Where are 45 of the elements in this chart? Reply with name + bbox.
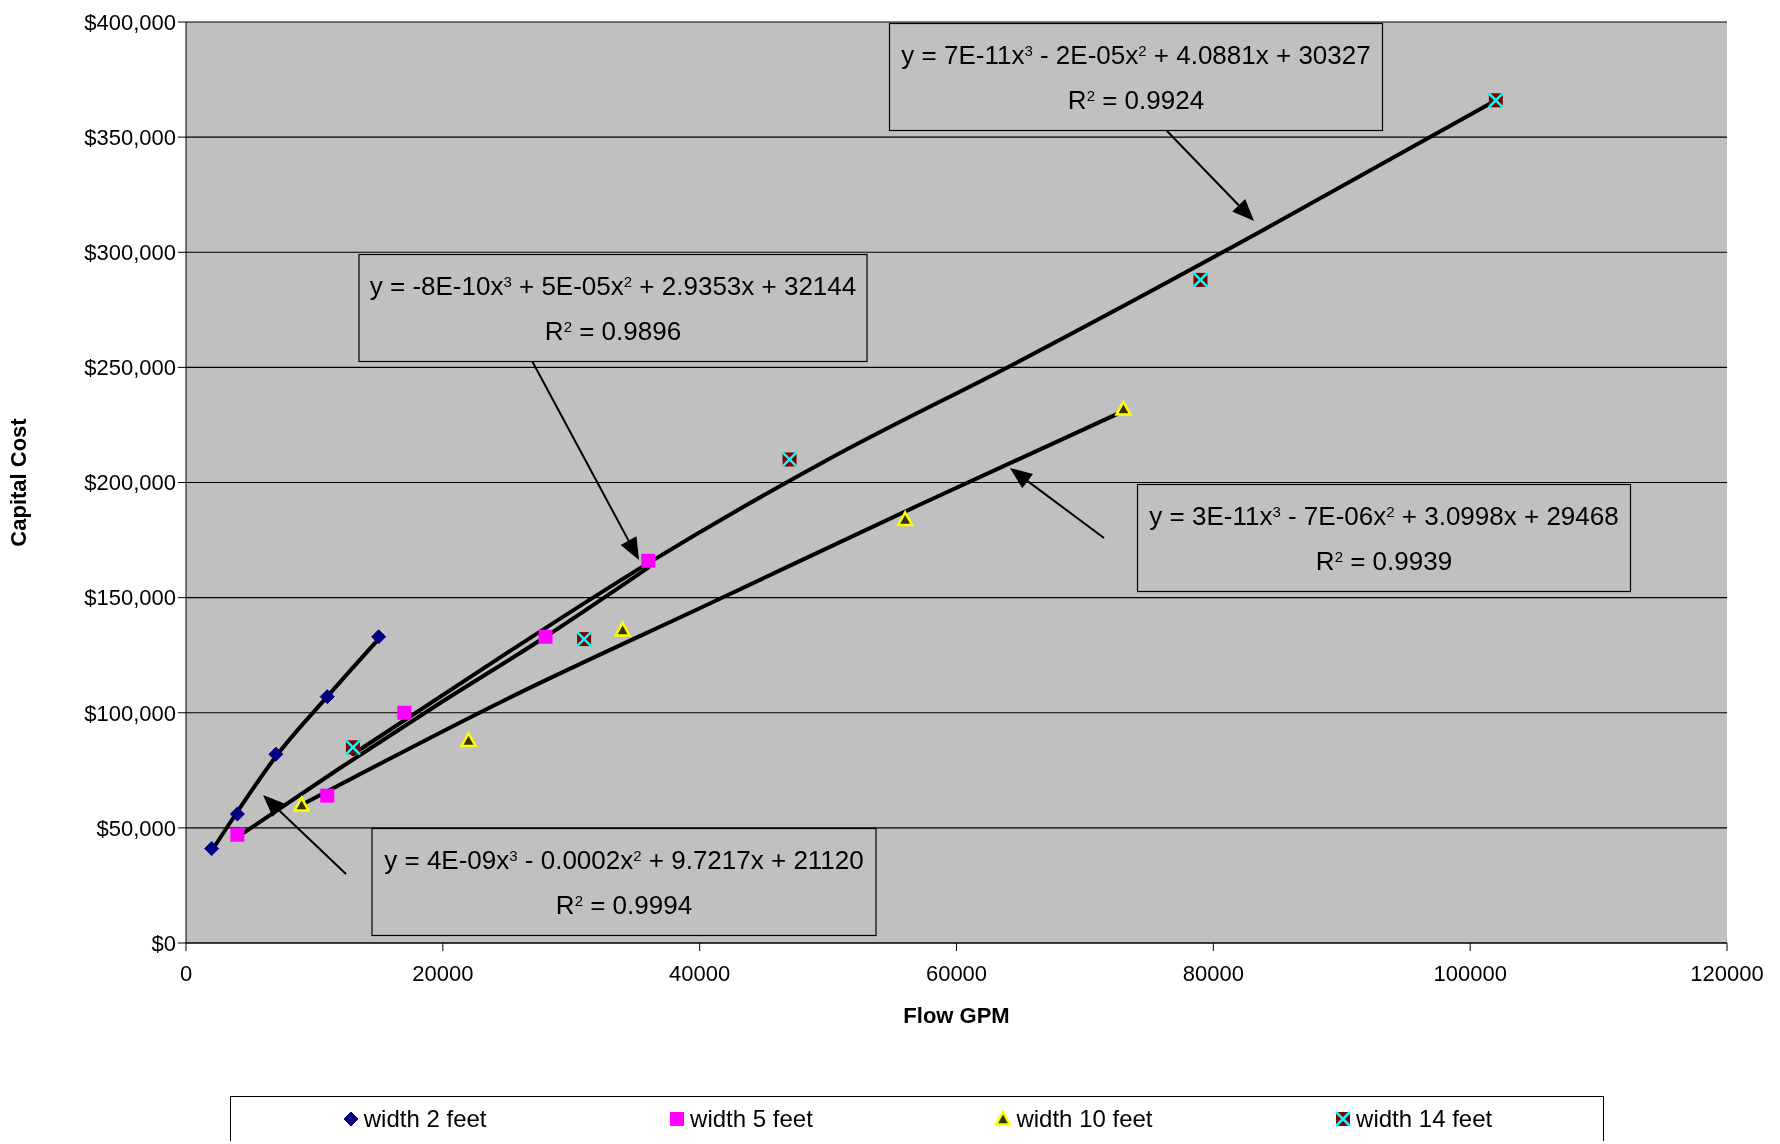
point <box>1115 400 1132 416</box>
point <box>371 629 387 645</box>
point <box>293 796 310 812</box>
point <box>397 705 412 720</box>
point <box>319 689 335 705</box>
y-tick-label: $50,000 <box>96 815 176 841</box>
x-tick-label: 60000 <box>925 960 988 986</box>
x-tick-label: 0 <box>179 960 193 986</box>
point <box>460 732 477 748</box>
y-tick-label: $250,000 <box>84 355 176 381</box>
point <box>641 553 656 568</box>
point <box>230 827 245 842</box>
point <box>896 511 914 527</box>
legend-label: width 14 feet <box>1355 1105 1493 1133</box>
annotation: y = -8E-10x$^{3}$ + 5E-05x$^{2}$ + 2.9353x + 32144 <box>369 270 857 301</box>
annotation: R$^{2}$ = 0.9994 <box>555 889 693 920</box>
legend-label: width 10 feet <box>1015 1105 1153 1133</box>
y-tick-label: $400,000 <box>84 9 176 35</box>
annotation: y = 7E-11x$^{3}$ - 2E-05x$^{2}$ + 4.0881x + 30327 <box>901 39 1371 70</box>
annotation: R$^{2}$ = 0.9896 <box>544 315 682 346</box>
point <box>320 788 335 803</box>
y-tick-label: $0 <box>151 930 176 956</box>
x-axis-title: Flow GPM <box>903 1003 1010 1028</box>
point <box>538 629 553 644</box>
point <box>614 621 631 637</box>
y-tick-label: $100,000 <box>84 700 176 726</box>
y-tick-label: $350,000 <box>84 124 176 150</box>
annotation: R$^{2}$ = 0.9939 <box>1315 545 1453 576</box>
x-tick-label: 80000 <box>1182 960 1244 986</box>
x-tick-label: 100000 <box>1433 960 1507 986</box>
y-axis-title: Capital Cost <box>5 417 31 547</box>
x-tick-label: 20000 <box>412 960 474 986</box>
annotation: y = 3E-11x$^{3}$ - 7E-06x$^{2}$ + 3.0998x + 29468 <box>1149 500 1619 531</box>
y-tick-label: $150,000 <box>84 585 176 611</box>
y-tick-label: $300,000 <box>84 240 176 266</box>
x-tick-label: 120000 <box>1690 960 1764 986</box>
point <box>204 841 220 857</box>
annotation: y = 4E-09x$^{3}$ - 0.0002x$^{2}$ + 9.7217x + 21120 <box>384 844 864 875</box>
legend-label: width 5 feet <box>689 1105 813 1133</box>
y-tick-label: $200,000 <box>84 470 176 496</box>
legend-label: width 2 feet <box>362 1105 487 1133</box>
annotation: R$^{2}$ = 0.9924 <box>1067 84 1205 115</box>
point <box>229 806 245 822</box>
point <box>268 746 284 762</box>
x-tick-label: 40000 <box>669 960 731 986</box>
